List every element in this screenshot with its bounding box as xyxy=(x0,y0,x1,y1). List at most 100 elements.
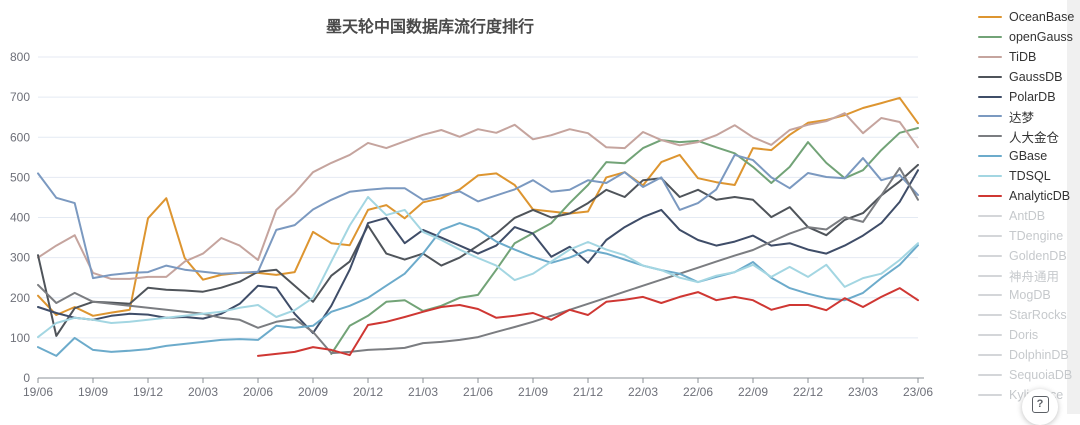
legend-item-PolarDB[interactable]: PolarDB xyxy=(978,87,1078,107)
y-axis-label: 200 xyxy=(10,291,30,305)
legend-label: SequoiaDB xyxy=(1009,367,1073,382)
legend-line-swatch xyxy=(978,354,1002,357)
chart-title: 墨天轮中国数据库流行度排行 xyxy=(325,19,535,36)
legend-line-swatch xyxy=(978,393,1002,396)
help-icon: ? xyxy=(1031,395,1049,413)
y-axis-label: 500 xyxy=(10,170,30,184)
legend-line-swatch xyxy=(978,194,1002,197)
legend-line-swatch xyxy=(978,314,1002,317)
legend-line-swatch xyxy=(978,155,1002,158)
series-line-人大金仓[interactable] xyxy=(37,167,919,355)
legend-label: TiDB xyxy=(1009,49,1037,64)
legend-item-神舟通用[interactable]: 神舟通用 xyxy=(978,266,1078,286)
legend-item-OceanBase[interactable]: OceanBase xyxy=(978,7,1078,27)
legend-label: OceanBase xyxy=(1009,9,1075,24)
x-axis-label: 20/12 xyxy=(353,385,383,399)
legend-item-SequoiaDB[interactable]: SequoiaDB xyxy=(978,365,1078,385)
x-axis-label: 19/12 xyxy=(133,385,163,399)
page-edge xyxy=(1067,0,1080,414)
legend-item-TiDB[interactable]: TiDB xyxy=(978,47,1078,67)
legend-label: 神舟通用 xyxy=(1009,270,1060,285)
legend-label: openGauss xyxy=(1009,29,1073,44)
legend-line-swatch xyxy=(978,35,1002,38)
legend-label: Doris xyxy=(1009,328,1039,343)
x-axis-label: 21/12 xyxy=(573,385,603,399)
legend-item-GoldenDB[interactable]: GoldenDB xyxy=(978,246,1078,266)
legend-item-MogDB[interactable]: MogDB xyxy=(978,285,1078,305)
x-axis-label: 23/06 xyxy=(903,385,933,399)
series-lines xyxy=(37,96,919,357)
legend-label: AnalyticDB xyxy=(1009,188,1071,203)
legend-label: AntDB xyxy=(1009,208,1046,223)
x-axis-label: 23/03 xyxy=(848,385,878,399)
x-axis-label: 20/06 xyxy=(243,385,273,399)
series-line-GaussDB[interactable] xyxy=(37,163,919,337)
chart-legend: OceanBase openGauss TiDB GaussDB PolarDB 达梦人大… xyxy=(978,7,1078,405)
series-line-达梦[interactable] xyxy=(37,153,919,280)
legend-item-达梦[interactable]: 达梦 xyxy=(978,106,1078,126)
legend-label: 达梦 xyxy=(1009,110,1035,125)
legend-label: StarRocks xyxy=(1009,308,1067,323)
legend-label: GaussDB xyxy=(1009,69,1063,84)
legend-line-swatch xyxy=(978,274,1002,277)
legend-label: GoldenDB xyxy=(1009,248,1067,263)
x-axis-label: 21/06 xyxy=(463,385,493,399)
legend-line-swatch xyxy=(978,214,1002,217)
legend-item-GBase[interactable]: GBase xyxy=(978,146,1078,166)
legend-item-GaussDB[interactable]: GaussDB xyxy=(978,67,1078,87)
legend-label: GBase xyxy=(1009,149,1048,164)
legend-item-AntDB[interactable]: AntDB xyxy=(978,206,1078,226)
x-axis-label: 21/09 xyxy=(518,385,548,399)
y-axis-label: 800 xyxy=(10,50,30,64)
series-line-AnalyticDB[interactable] xyxy=(257,287,919,357)
legend-label: PolarDB xyxy=(1009,89,1056,104)
legend-line-swatch xyxy=(978,135,1002,138)
legend-line-swatch xyxy=(978,373,1002,376)
y-axis-label: 100 xyxy=(10,331,30,345)
x-axis-label: 21/03 xyxy=(408,385,438,399)
legend-line-swatch xyxy=(978,234,1002,237)
x-axis-label: 20/09 xyxy=(298,385,328,399)
legend-item-StarRocks[interactable]: StarRocks xyxy=(978,305,1078,325)
x-axis: 19/06 19/09 19/12 20/03 20/06 20/09 20/12 21/03… xyxy=(23,377,933,399)
y-axis-label: 300 xyxy=(10,251,30,265)
legend-item-openGauss[interactable]: openGauss xyxy=(978,27,1078,47)
series-line-openGauss[interactable] xyxy=(330,127,919,355)
chart-canvas: 0 100 200 300 400 500 600 700 800 19/06 19/09 19/12… xyxy=(10,50,933,399)
x-axis-label: 22/09 xyxy=(738,385,768,399)
series-line-TiDB[interactable] xyxy=(37,112,919,280)
database-popularity-chart: 0 100 200 300 400 500 600 700 800 19/06 19/09 19/12… xyxy=(9,0,1080,414)
legend-line-swatch xyxy=(978,115,1002,118)
legend-label: TDengine xyxy=(1009,228,1064,243)
legend-item-Doris[interactable]: Doris xyxy=(978,325,1078,345)
y-axis: 0 100 200 300 400 500 600 700 800 xyxy=(10,50,30,385)
series-line-TDSQL[interactable] xyxy=(37,196,919,339)
x-axis-label: 22/12 xyxy=(793,385,823,399)
legend-line-swatch xyxy=(978,95,1002,98)
legend-label: 人大金仓 xyxy=(1009,130,1060,145)
y-axis-label: 700 xyxy=(10,90,30,104)
legend-item-AnalyticDB[interactable]: AnalyticDB xyxy=(978,186,1078,206)
legend-label: MogDB xyxy=(1009,288,1051,303)
legend-line-swatch xyxy=(978,334,1002,337)
legend-item-人大金仓[interactable]: 人大金仓 xyxy=(978,126,1078,146)
legend-line-swatch xyxy=(978,175,1002,178)
y-axis-label: 600 xyxy=(10,130,30,144)
legend-item-DolphinDB[interactable]: DolphinDB xyxy=(978,345,1078,365)
legend-line-swatch xyxy=(978,55,1002,58)
x-axis-label: 22/06 xyxy=(683,385,713,399)
help-button[interactable]: ? xyxy=(1022,389,1058,425)
legend-item-TDSQL[interactable]: TDSQL xyxy=(978,166,1078,186)
legend-label: DolphinDB xyxy=(1009,348,1069,363)
x-axis-label: 20/03 xyxy=(188,385,218,399)
legend-label: TDSQL xyxy=(1009,169,1051,184)
legend-line-swatch xyxy=(978,294,1002,297)
x-axis-label: 19/06 xyxy=(23,385,53,399)
y-axis-label: 0 xyxy=(23,371,30,385)
legend-item-TDengine[interactable]: TDengine xyxy=(978,226,1078,246)
series-line-PolarDB[interactable] xyxy=(37,169,919,335)
x-axis-label: 22/03 xyxy=(628,385,658,399)
series-line-OceanBase[interactable] xyxy=(37,96,919,317)
legend-line-swatch xyxy=(978,15,1002,18)
x-axis-label: 19/09 xyxy=(78,385,108,399)
